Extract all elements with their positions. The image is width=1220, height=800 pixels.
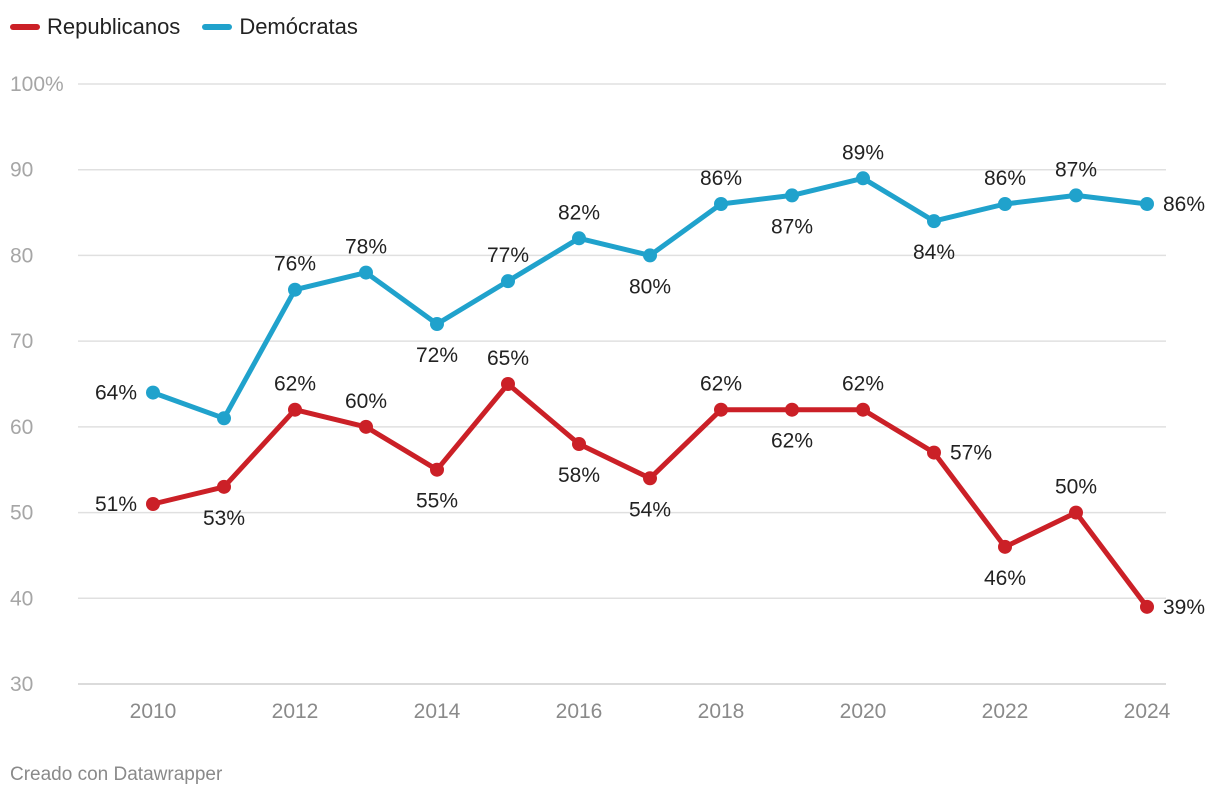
data-point [714,197,728,211]
legend-swatch-republicanos [10,24,40,30]
data-point [146,497,160,511]
data-label: 50% [1055,476,1097,499]
data-point [288,282,302,297]
data-point [856,402,870,417]
y-tick-label: 80 [10,244,33,267]
legend-item-democratas: Demócratas [202,14,358,40]
data-label: 86% [984,167,1026,190]
data-label: 46% [984,567,1026,590]
data-label: 87% [771,215,813,238]
data-label: 82% [558,201,600,224]
legend-item-republicanos: Republicanos [10,14,180,40]
y-tick-label: 100% [10,73,64,96]
data-label: 64% [95,382,137,405]
x-tick-label: 2016 [556,700,603,723]
data-label: 87% [1055,158,1097,181]
data-point [359,265,373,280]
data-point [927,214,941,229]
data-point [359,419,373,434]
x-tick-label: 2022 [982,700,1029,723]
legend-swatch-democratas [202,24,233,30]
data-label: 39% [1163,596,1205,619]
x-tick-label: 2012 [272,700,319,723]
data-label: 51% [95,493,137,516]
chart-legend: Republicanos Demócratas [10,14,358,40]
data-point [501,274,515,289]
data-point [572,231,586,246]
data-point [288,402,302,417]
x-tick-label: 2024 [1124,700,1171,723]
data-point [1069,188,1083,203]
data-point [998,539,1012,554]
data-label: 62% [842,373,884,396]
data-label: 86% [700,167,742,190]
data-point [430,317,444,331]
data-point [572,437,586,451]
data-label: 53% [203,507,245,530]
line-chart: 100% 90 80 70 60 50 40 30 2010 2012 2014 2016 2018 20… [10,73,1205,723]
legend-label-democratas: Demócratas [239,14,358,39]
data-label: 65% [487,347,529,370]
data-label: 54% [629,498,671,521]
credit-text: Creado con Datawrapper [10,764,223,785]
data-label: 78% [345,236,387,259]
data-point [856,171,870,186]
data-label: 80% [629,275,671,298]
data-point [643,248,657,263]
data-label: 86% [1163,193,1205,216]
data-point [217,479,231,494]
data-point [501,377,515,391]
data-point [785,402,799,417]
data-point [785,188,799,203]
data-point [714,402,728,417]
y-tick-label: 40 [10,587,33,610]
data-label: 57% [950,442,992,465]
y-tick-label: 70 [10,330,33,353]
y-tick-label: 50 [10,502,33,525]
data-label: 84% [913,241,955,264]
x-tick-label: 2010 [130,700,177,723]
data-label: 76% [274,253,316,276]
data-point [643,471,657,486]
data-point [430,462,444,477]
data-point [146,385,160,400]
data-label: 89% [842,141,884,164]
data-label: 77% [487,244,529,267]
data-label: 58% [558,464,600,487]
data-point [1069,505,1083,520]
data-point [998,197,1012,211]
data-point [1140,197,1154,211]
x-tick-label: 2014 [414,700,461,723]
y-tick-label: 60 [10,416,33,439]
data-label: 55% [416,490,458,513]
data-point [1140,599,1154,614]
x-tick-label: 2020 [840,700,887,723]
y-tick-label: 90 [10,159,33,182]
data-label: 60% [345,390,387,413]
x-tick-label: 2018 [698,700,745,723]
data-label: 72% [416,344,458,367]
data-point [217,411,231,426]
data-label: 62% [700,373,742,396]
data-label: 62% [274,373,316,396]
data-point [927,445,941,460]
data-label: 62% [771,430,813,453]
legend-label-republicanos: Republicanos [47,14,181,39]
y-tick-label: 30 [10,673,33,696]
